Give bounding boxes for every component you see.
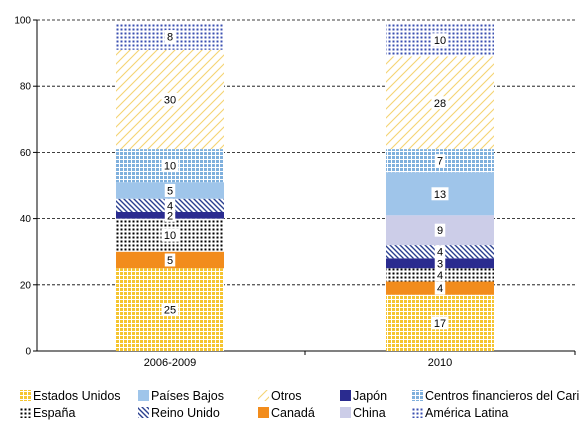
legend-label-espana: España — [33, 406, 75, 420]
data-label-estados-unidos-2006-2009: 25 — [164, 305, 176, 317]
legend-swatch-america-latina — [412, 407, 423, 418]
data-label-america-latina-2010: 10 — [434, 35, 446, 47]
y-tick-label-100: 100 — [14, 16, 31, 27]
data-label-bg-espana-2006-2009 — [161, 228, 179, 242]
data-label-bg-canada-2010 — [434, 281, 446, 295]
legend-swatch-centros-financieros-del-caribe — [412, 390, 423, 401]
legend-label-estados-unidos: Estados Unidos — [33, 389, 121, 403]
y-tick-label-0: 0 — [25, 347, 31, 358]
data-label-bg-estados-unidos-2006-2009 — [161, 303, 179, 317]
data-label-canada-2006-2009: 5 — [167, 255, 173, 267]
data-label-japon-2006-2009: 2 — [167, 210, 173, 222]
data-label-paises-bajos-2010: 13 — [434, 189, 446, 201]
data-label-otros-2010: 28 — [434, 98, 446, 110]
legend-label-centros-financieros-del-caribe: Centros financieros del Caribe — [425, 389, 579, 403]
legend-swatch-paises-bajos — [138, 390, 149, 401]
data-label-reino-unido-2010: 4 — [437, 247, 443, 259]
legend: Estados Unidos Países Bajos Otros Japón Cent… — [20, 389, 579, 420]
legend-swatch-japon — [340, 390, 351, 401]
y-tick-label-80: 80 — [20, 82, 32, 93]
data-label-bg-canada-2006-2009 — [164, 253, 176, 267]
y-tick-label-20: 20 — [20, 280, 32, 291]
data-label-japon-2010: 3 — [437, 258, 443, 270]
legend-label-paises-bajos: Países Bajos — [151, 389, 224, 403]
legend-swatch-otros — [258, 390, 269, 401]
data-label-centros-financieros-del-caribe-2010: 7 — [437, 156, 443, 168]
data-label-bg-estados-unidos-2010 — [431, 316, 449, 330]
legend-swatch-espana — [20, 407, 31, 418]
x-tick-label-2010: 2010 — [428, 357, 452, 369]
data-label-bg-japon-2006-2009 — [164, 208, 176, 222]
data-label-america-latina-2006-2009: 8 — [167, 32, 173, 44]
y-tick-label-60: 60 — [20, 148, 32, 159]
data-label-espana-2010: 4 — [437, 270, 443, 282]
legend-swatch-estados-unidos — [20, 390, 31, 401]
data-label-bg-otros-2010 — [431, 96, 449, 110]
data-label-reino-unido-2006-2009: 4 — [167, 200, 173, 212]
data-label-canada-2010: 4 — [437, 283, 443, 295]
x-tick-label-2006-2009: 2006-2009 — [144, 357, 197, 369]
data-label-bg-espana-2010 — [434, 268, 446, 282]
legend-label-china: China — [353, 406, 386, 420]
data-label-centros-financieros-del-caribe-2006-2009: 10 — [164, 161, 176, 173]
legend-label-reino-unido: Reino Unido — [151, 406, 220, 420]
legend-swatch-china — [340, 407, 351, 418]
y-tick-label-40: 40 — [20, 214, 32, 225]
data-label-paises-bajos-2006-2009: 5 — [167, 185, 173, 197]
data-label-bg-america-latina-2006-2009 — [164, 30, 176, 44]
legend-label-japon: Japón — [353, 389, 387, 403]
data-label-china-2010: 9 — [437, 225, 443, 237]
legend-label-america-latina: América Latina — [425, 406, 508, 420]
data-label-estados-unidos-2010: 17 — [434, 318, 446, 330]
data-label-bg-america-latina-2010 — [431, 33, 449, 47]
legend-swatch-reino-unido — [138, 407, 149, 418]
data-label-espana-2006-2009: 10 — [164, 230, 176, 242]
data-label-bg-otros-2006-2009 — [161, 92, 179, 106]
data-label-bg-reino-unido-2006-2009 — [164, 198, 176, 212]
data-label-bg-paises-bajos-2010 — [431, 187, 449, 201]
data-label-bg-china-2010 — [434, 223, 446, 237]
data-label-bg-paises-bajos-2006-2009 — [164, 183, 176, 197]
data-label-bg-japon-2010 — [434, 256, 446, 270]
data-label-bg-reino-unido-2010 — [434, 245, 446, 259]
legend-swatch-canada — [258, 407, 269, 418]
legend-label-canada: Canadá — [271, 406, 315, 420]
data-label-bg-centros-financieros-del-caribe-2006-2009 — [161, 159, 179, 173]
data-label-otros-2006-2009: 30 — [164, 94, 176, 106]
data-label-bg-centros-financieros-del-caribe-2010 — [434, 154, 446, 168]
legend-label-otros: Otros — [271, 389, 302, 403]
